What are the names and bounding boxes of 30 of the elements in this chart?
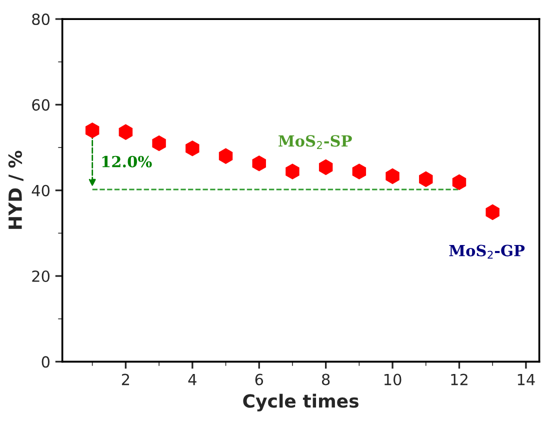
point bbox=[352, 164, 366, 180]
y-tick-label: 20 bbox=[32, 270, 50, 282]
y-tick-label: 60 bbox=[32, 99, 50, 111]
annotation: 12.0% bbox=[102, 156, 152, 168]
point bbox=[419, 171, 433, 188]
x-tick-label: 12 bbox=[451, 374, 468, 386]
x-tick-label: 6 bbox=[255, 374, 264, 386]
point bbox=[318, 159, 333, 176]
annotation: MoS$_{2}$-GP bbox=[449, 244, 525, 259]
point bbox=[452, 174, 466, 190]
y-axis-title: HYD / % bbox=[8, 150, 24, 229]
point bbox=[252, 155, 266, 172]
x-axis-title: Cycle times bbox=[243, 394, 358, 412]
point bbox=[85, 122, 100, 138]
point bbox=[118, 124, 133, 140]
x-tick-label: 10 bbox=[384, 374, 402, 386]
x-tick-label: 2 bbox=[122, 374, 130, 386]
point bbox=[286, 164, 300, 180]
y-tick-label: 40 bbox=[32, 184, 50, 196]
point bbox=[152, 135, 166, 152]
annotation: MoS$_{2}$-SP bbox=[278, 135, 352, 149]
y-tick-label: 0 bbox=[42, 356, 50, 368]
x-tick-label: 4 bbox=[188, 374, 196, 386]
x-tick-label: 14 bbox=[518, 374, 535, 386]
y-tick-label: 80 bbox=[32, 14, 50, 26]
point bbox=[486, 204, 500, 220]
x-tick-label: 8 bbox=[322, 374, 330, 386]
point bbox=[386, 168, 400, 184]
point bbox=[186, 140, 200, 156]
point bbox=[218, 148, 233, 164]
